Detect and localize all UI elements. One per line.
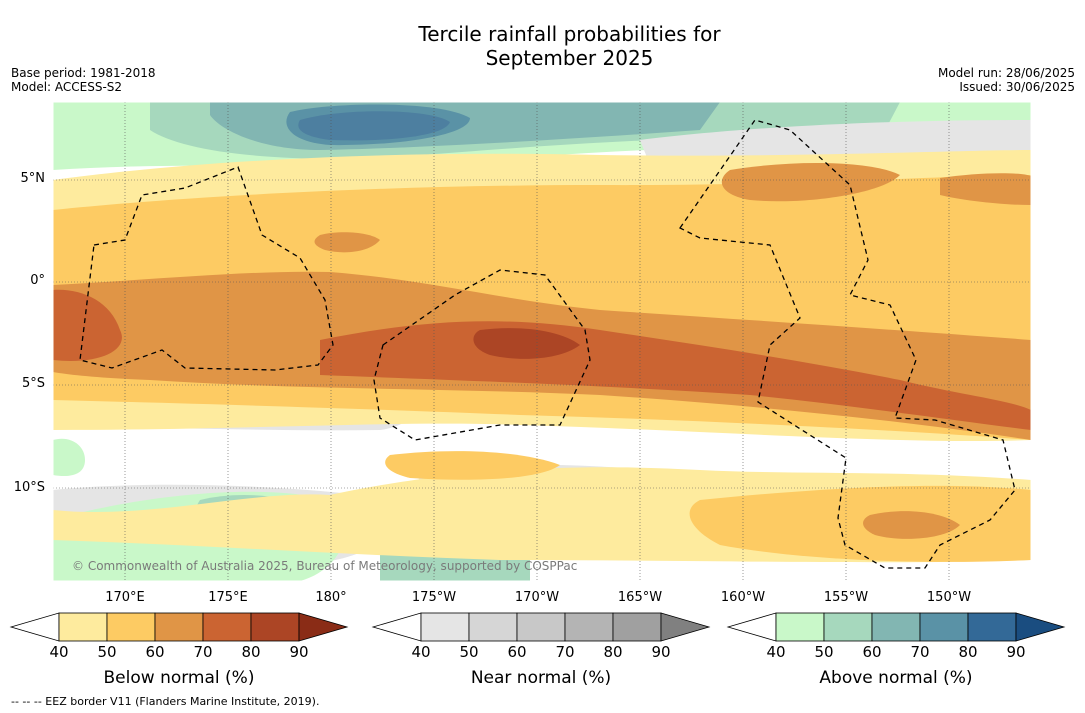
colorbar-below-title: Below normal (%)	[103, 668, 255, 688]
lat-label-0: 0°	[30, 273, 45, 288]
gridlines	[53, 102, 1031, 581]
colorbar-below-50	[58, 612, 108, 642]
eez-footnote: -- -- -- EEZ border V11 (Flanders Marine…	[11, 695, 320, 708]
lon-label-175e: 175°E	[208, 590, 248, 605]
map-title: Tercile rainfall probabilities for Septe…	[0, 22, 1085, 70]
below-normal-70	[53, 289, 122, 361]
below-normal-50-se	[689, 485, 1031, 562]
lon-label-165w: 165°W	[617, 590, 663, 605]
lon-label-175w: 175°W	[411, 590, 457, 605]
eez-border-kiribati-line	[679, 119, 1016, 569]
colorbar-above-title: Above normal (%)	[819, 668, 973, 688]
lon-label-150w: 150°W	[926, 590, 972, 605]
map-frame	[52, 101, 1032, 582]
tick-above-90: 90	[1006, 643, 1026, 661]
tick-below-40: 40	[49, 643, 69, 661]
colorbar-near-80	[564, 612, 614, 642]
colorbar-below-60	[106, 612, 156, 642]
tick-above-70: 70	[910, 643, 930, 661]
issued-date: Issued: 30/06/2025	[959, 80, 1075, 94]
eez-border-kiribati-phoenix	[373, 269, 591, 441]
tick-above-50: 50	[814, 643, 834, 661]
tick-below-70: 70	[193, 643, 213, 661]
lon-label-170w: 170°W	[514, 590, 560, 605]
lon-label-170e: 170°E	[105, 590, 145, 605]
above-normal-w	[53, 438, 85, 477]
colorbar-near-max	[660, 612, 711, 642]
colorbar-near-50	[420, 612, 470, 642]
colorbar-near-min	[371, 612, 422, 642]
copyright-credit: © Commonwealth of Australia 2025, Bureau…	[72, 559, 578, 573]
below-normal-80	[473, 328, 580, 359]
colorbar-near-title: Near normal (%)	[470, 668, 612, 688]
tick-near-80: 80	[603, 643, 623, 661]
above-normal-north-core	[298, 111, 450, 141]
tick-near-40: 40	[411, 643, 431, 661]
colorbar-below-normal	[9, 612, 349, 642]
title-line-2: September 2025	[485, 46, 654, 70]
below-normal-60-se	[863, 511, 960, 539]
colorbar-near-90	[612, 612, 662, 642]
colorbar-above-max	[1015, 612, 1066, 642]
model-name: Model: ACCESS-S2	[11, 80, 123, 94]
colorbar-below-70	[154, 612, 204, 642]
colorbar-above-60	[823, 612, 873, 642]
run-info: Model run: 28/06/2025 Issued: 30/06/2025	[938, 66, 1075, 94]
tick-near-90: 90	[651, 643, 671, 661]
base-period: Base period: 1981-2018	[11, 66, 156, 80]
tick-above-40: 40	[766, 643, 786, 661]
map-fields	[53, 102, 1031, 581]
tick-below-90: 90	[289, 643, 309, 661]
eez-border-kiribati-gilbert	[79, 166, 334, 371]
colorbar-near-70	[516, 612, 566, 642]
colorbar-near-normal	[371, 612, 711, 642]
lat-label-5n: 5°N	[20, 171, 46, 186]
tick-near-60: 60	[507, 643, 527, 661]
colorbar-below-max	[298, 612, 349, 642]
colorbar-above-70	[871, 612, 921, 642]
tick-below-60: 60	[145, 643, 165, 661]
colorbar-above-90	[967, 612, 1017, 642]
colorbar-above-80	[919, 612, 969, 642]
colorbar-near-60	[468, 612, 518, 642]
model-run-date: Model run: 28/06/2025	[937, 66, 1075, 80]
model-info: Base period: 1981-2018 Model: ACCESS-S2	[11, 66, 156, 94]
tick-near-50: 50	[459, 643, 479, 661]
colorbar-above-50	[775, 612, 825, 642]
tick-above-60: 60	[862, 643, 882, 661]
title-line-1: Tercile rainfall probabilities for	[418, 22, 721, 46]
below-normal-60-ne2	[940, 173, 1031, 205]
lon-label-180: 180°	[315, 590, 347, 605]
colorbar-below-min	[9, 612, 60, 642]
tick-near-70: 70	[555, 643, 575, 661]
below-normal-50-south	[385, 451, 560, 480]
eez-borders	[79, 119, 1016, 569]
colorbar-above-min	[726, 612, 777, 642]
tick-above-80: 80	[958, 643, 978, 661]
tick-below-80: 80	[241, 643, 261, 661]
lon-label-160w: 160°W	[720, 590, 766, 605]
lat-label-10s: 10°S	[13, 480, 45, 495]
colorbar-below-90	[250, 612, 300, 642]
lat-label-5s: 5°S	[21, 376, 45, 391]
colorbar-below-80	[202, 612, 252, 642]
colorbar-above-normal	[726, 612, 1066, 642]
tick-below-50: 50	[97, 643, 117, 661]
lon-label-155w: 155°W	[823, 590, 869, 605]
below-normal-60-ne	[721, 163, 900, 202]
